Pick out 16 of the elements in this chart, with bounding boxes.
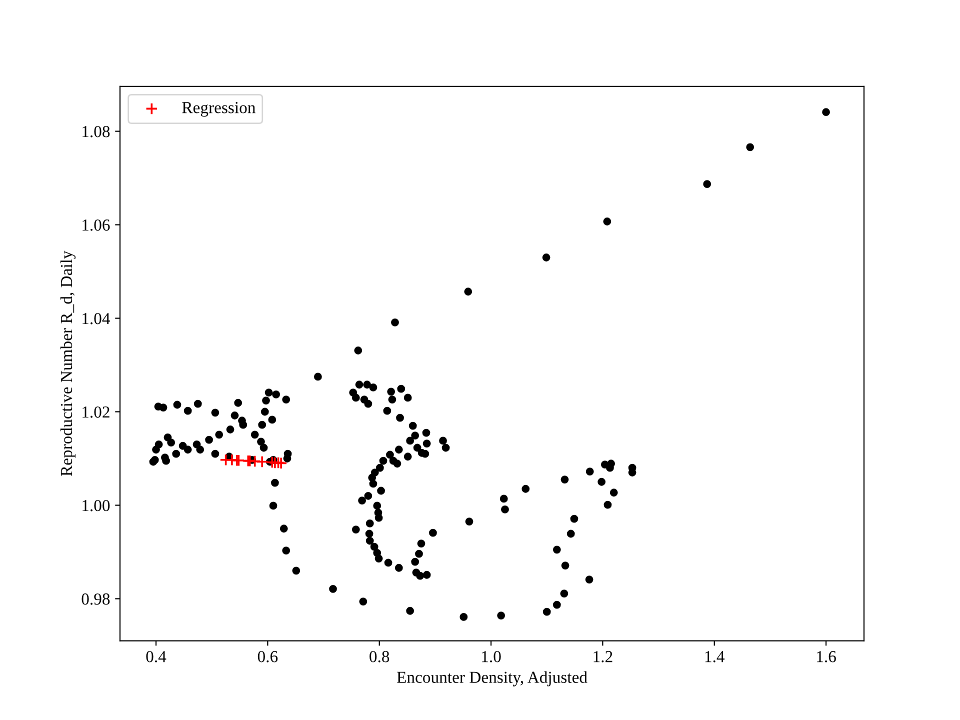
y-tick-label: 1.02 bbox=[82, 406, 110, 418]
y-tick-label: 1.06 bbox=[82, 219, 110, 231]
x-tick-label: 0.6 bbox=[258, 651, 278, 662]
y-axis-title: Reproductive Number R_d, Daily bbox=[60, 250, 76, 476]
legend-label: Regression bbox=[182, 102, 256, 117]
y-tick-label: 1.04 bbox=[82, 312, 110, 324]
y-tick-label: 0.98 bbox=[82, 593, 110, 605]
x-tick-label: 0.4 bbox=[146, 651, 166, 662]
x-tick-label: 1.0 bbox=[482, 651, 501, 662]
x-tick-label: 1.2 bbox=[594, 651, 612, 662]
y-tick-label: 1.00 bbox=[82, 500, 110, 512]
x-tick-label: 1.6 bbox=[817, 651, 836, 662]
y-tick-label: 1.08 bbox=[82, 126, 110, 138]
x-axis-title: Encounter Density, Adjusted bbox=[396, 671, 588, 686]
x-tick-label: 0.8 bbox=[370, 651, 390, 662]
x-tick-label: 1.4 bbox=[705, 651, 725, 662]
